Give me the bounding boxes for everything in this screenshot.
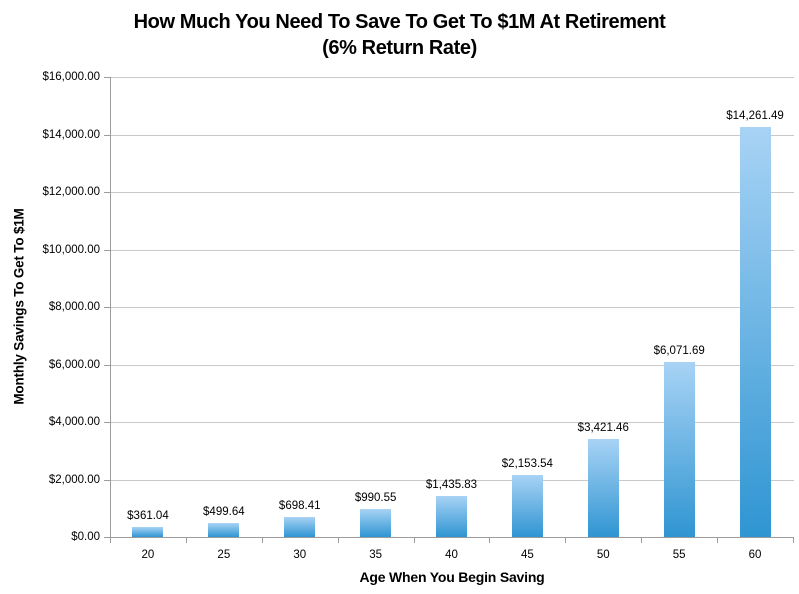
x-tick-label: 30 <box>293 549 307 561</box>
bar <box>663 362 695 537</box>
bar-value-label: $698.41 <box>278 500 321 512</box>
x-tick-label: 50 <box>596 549 610 561</box>
y-tick-label: $14,000.00 <box>42 128 100 141</box>
gridline <box>110 307 794 308</box>
x-tick-label: 35 <box>369 549 382 561</box>
x-tick <box>261 537 263 543</box>
bar-value-label: $1,435.83 <box>425 479 478 491</box>
x-tick <box>641 537 643 543</box>
bar-value-label: $3,421.46 <box>577 422 629 434</box>
bar <box>436 496 467 537</box>
x-tick-label: 55 <box>672 549 686 561</box>
y-tick-label: $12,000.00 <box>42 186 100 198</box>
y-tick <box>104 77 110 78</box>
bar <box>132 527 164 537</box>
gridline <box>110 364 794 366</box>
x-tick <box>489 537 491 543</box>
x-tick-label: 20 <box>141 549 155 561</box>
x-tick <box>413 537 415 543</box>
gridline <box>110 192 794 193</box>
bar <box>284 517 316 537</box>
y-tick <box>104 364 110 366</box>
bar <box>360 509 392 537</box>
bar <box>739 127 771 537</box>
x-tick <box>110 537 111 543</box>
y-tick-label: $2,000.00 <box>48 473 100 486</box>
y-tick-label: $0.00 <box>71 531 100 543</box>
y-tick <box>104 422 110 423</box>
chart-title: How Much You Need To Save To Get To $1M … <box>0 9 799 61</box>
x-tick <box>337 537 339 543</box>
x-tick-label: 60 <box>748 549 762 561</box>
x-tick-label: 45 <box>520 549 534 561</box>
y-tick-label: $6,000.00 <box>48 358 100 371</box>
bar-value-label: $361.04 <box>127 510 169 522</box>
gridline <box>110 422 794 423</box>
y-tick <box>104 479 110 481</box>
gridline <box>110 479 794 481</box>
gridline <box>110 134 794 136</box>
x-axis-title: Age When You Begin Saving <box>359 569 545 585</box>
y-axis-line <box>110 77 111 537</box>
bar <box>208 523 240 537</box>
bar <box>587 439 619 537</box>
bar <box>511 475 543 537</box>
gridline <box>110 249 794 251</box>
chart-title-line2: (6% Return Rate) <box>322 37 477 59</box>
chart-title-line1: How Much You Need To Save To Get To $1M … <box>133 11 666 33</box>
bar-value-label: $2,153.54 <box>501 458 553 470</box>
y-tick-label: $16,000.00 <box>42 71 100 83</box>
y-tick <box>104 249 110 251</box>
y-tick-label: $4,000.00 <box>48 416 100 428</box>
x-axis-line <box>110 537 794 538</box>
y-tick <box>104 192 110 193</box>
y-tick-label: $8,000.00 <box>48 301 100 313</box>
x-tick <box>565 537 567 543</box>
x-tick-label: 25 <box>217 549 231 561</box>
x-tick <box>793 537 794 543</box>
bar-value-label: $990.55 <box>354 492 397 504</box>
bar-value-label: $6,071.69 <box>653 345 705 357</box>
bar-value-label: $499.64 <box>203 506 245 518</box>
y-tick <box>104 537 110 538</box>
x-tick <box>185 537 187 543</box>
y-tick-label: $10,000.00 <box>42 243 100 256</box>
x-tick-label: 40 <box>445 549 458 561</box>
y-tick <box>104 134 110 136</box>
gridline <box>110 77 794 78</box>
y-tick <box>104 307 110 308</box>
x-tick <box>717 537 719 543</box>
bar-value-label: $14,261.49 <box>726 110 784 122</box>
